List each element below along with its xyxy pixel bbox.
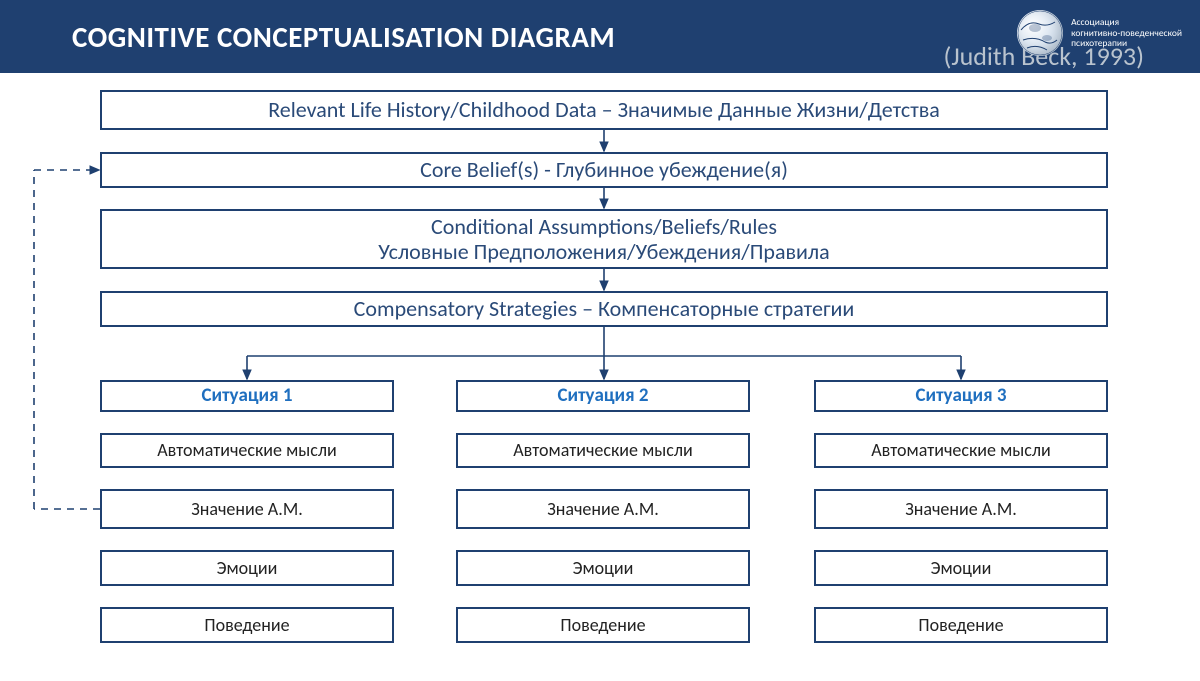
box-mean2: Значение А.М.	[456, 489, 750, 529]
header-bar: COGNITIVE CONCEPTUALISATION DIAGRAM (Jud…	[0, 0, 1200, 73]
box-mean3: Значение А.М.	[814, 489, 1108, 529]
box-auto1: Автоматические мысли	[100, 433, 394, 468]
globe-icon	[1017, 10, 1063, 56]
box-sit1: Ситуация 1	[100, 380, 394, 412]
box-sit3: Ситуация 3	[814, 380, 1108, 412]
org-logo: Ассоциация когнитивно-поведенческой псих…	[1017, 10, 1182, 56]
box-sit2: Ситуация 2	[456, 380, 750, 412]
box-core_beliefs: Core Belief(s) - Глубинное убеждение(я)	[100, 152, 1108, 188]
diagram-canvas: Relevant Life History/Childhood Data – З…	[0, 73, 1200, 681]
box-beh1: Поведение	[100, 607, 394, 643]
box-life_history: Relevant Life History/Childhood Data – З…	[100, 90, 1108, 130]
box-mean1: Значение А.М.	[100, 489, 394, 529]
box-beh2: Поведение	[456, 607, 750, 643]
box-assumptions: Conditional Assumptions/Beliefs/RulesУсл…	[100, 209, 1108, 269]
page-title: COGNITIVE CONCEPTUALISATION DIAGRAM	[72, 19, 615, 55]
box-emo1: Эмоции	[100, 550, 394, 586]
box-emo2: Эмоции	[456, 550, 750, 586]
box-auto3: Автоматические мысли	[814, 433, 1108, 468]
box-strategies: Compensatory Strategies – Компенсаторные…	[100, 291, 1108, 327]
box-emo3: Эмоции	[814, 550, 1108, 586]
box-beh3: Поведение	[814, 607, 1108, 643]
org-name: Ассоциация когнитивно-поведенческой псих…	[1071, 17, 1182, 50]
box-auto2: Автоматические мысли	[456, 433, 750, 468]
